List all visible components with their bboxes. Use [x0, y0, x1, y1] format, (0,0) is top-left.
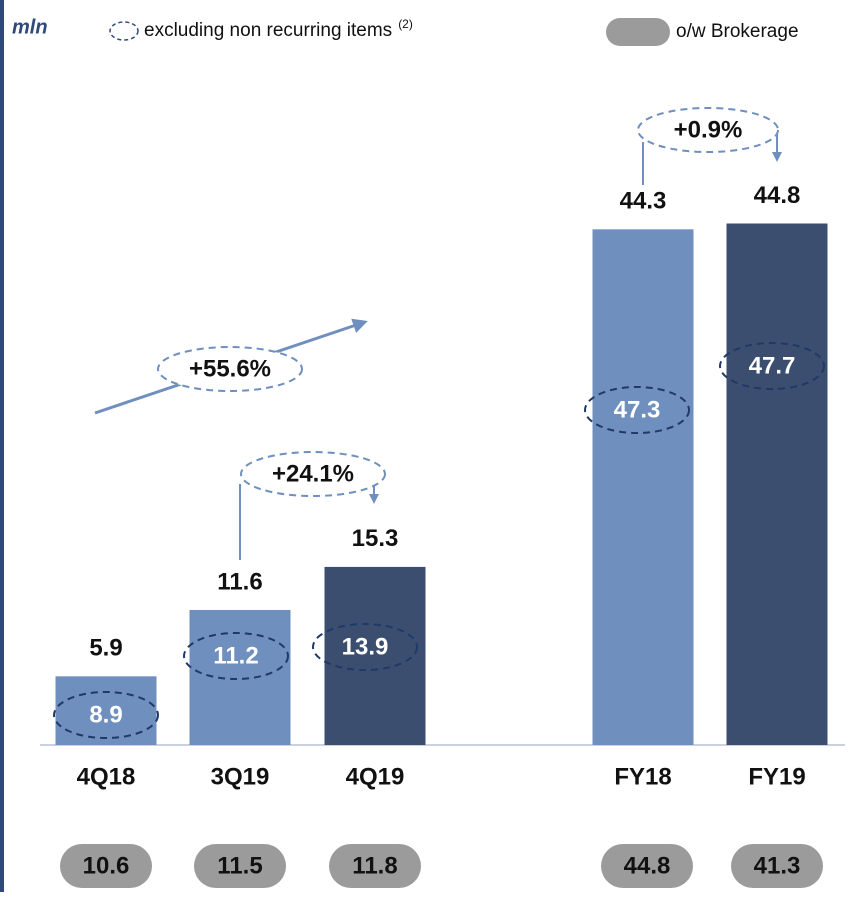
brokerage-value: 41.3 [754, 852, 801, 879]
excluding-value: 11.2 [213, 642, 258, 669]
excluding-ellipse [584, 386, 690, 434]
legend-excluding-label: excluding non recurring items [144, 20, 392, 41]
excluding-value: 8.9 [89, 701, 122, 728]
bar [324, 566, 426, 745]
excluding-ellipse [719, 342, 825, 390]
x-tick-label: FY19 [748, 763, 805, 790]
excluding-value: 47.7 [749, 352, 796, 379]
bar [726, 223, 828, 745]
value-label: 11.6 [217, 568, 262, 595]
value-label: 44.8 [754, 182, 801, 209]
brokerage-pill [601, 844, 693, 888]
legend-brokerage: o/w Brokerage [676, 21, 799, 42]
brokerage-pill [329, 844, 421, 888]
growth-label: +0.9% [674, 116, 743, 143]
excluding-ellipse [312, 623, 418, 671]
brokerage-pill [194, 844, 286, 888]
excluding-ellipse [183, 632, 289, 680]
x-tick-label: 4Q18 [77, 763, 136, 790]
legend-excluding: excluding non recurring items (2) [144, 17, 413, 41]
growth-label: +55.6% [189, 355, 271, 382]
growth-ellipse [637, 107, 779, 153]
brokerage-value: 11.5 [217, 852, 262, 879]
brokerage-pill [60, 844, 152, 888]
x-tick-label: FY18 [614, 763, 671, 790]
value-label: 15.3 [352, 525, 399, 552]
unit: mln [12, 16, 48, 38]
legend-pill [606, 18, 670, 46]
value-label: 5.9 [89, 635, 122, 662]
growth-ellipse [240, 451, 386, 497]
brokerage-pill [731, 844, 823, 888]
brokerage-value: 44.8 [624, 852, 671, 879]
x-tick-label: 4Q19 [346, 763, 405, 790]
brokerage-value: 11.8 [352, 852, 397, 879]
bar [189, 609, 291, 745]
x-tick-label: 3Q19 [211, 763, 270, 790]
value-label: 44.3 [620, 188, 667, 215]
legend-dashed-symbol [109, 21, 139, 41]
excluding-value: 47.3 [614, 396, 661, 423]
legend-note: (2) [398, 17, 413, 31]
excluding-ellipse [53, 691, 159, 739]
growth-label: +24.1% [272, 460, 354, 487]
brokerage-value: 10.6 [83, 852, 130, 879]
growth-ellipse [157, 346, 303, 392]
bar [592, 229, 694, 745]
excluding-value: 13.9 [342, 633, 389, 660]
